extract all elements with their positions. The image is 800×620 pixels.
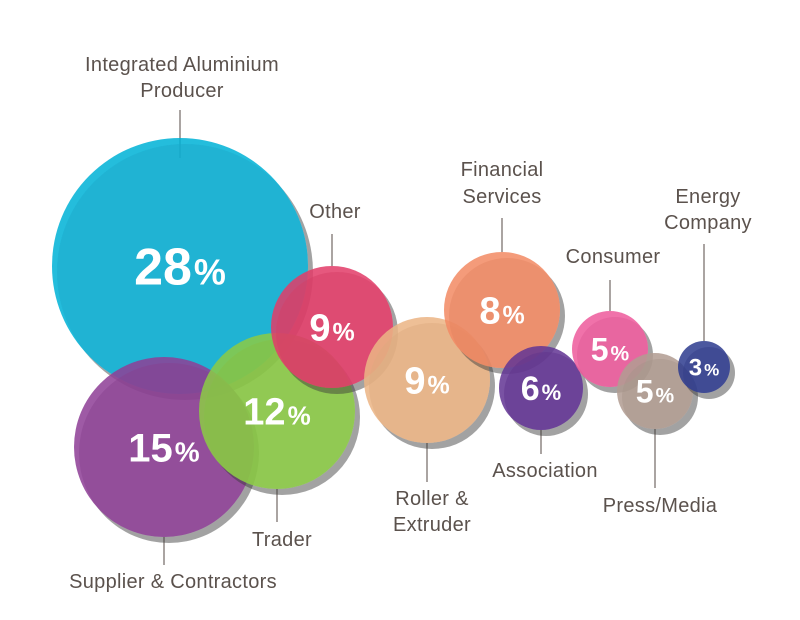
category-label-roller-and-extruder-line-2: Extruder bbox=[393, 514, 471, 536]
bubble-energy-company bbox=[678, 341, 730, 393]
category-label-energy-company-line-2: Company bbox=[664, 212, 752, 234]
bubble-press-media bbox=[617, 353, 693, 429]
bubble-other bbox=[271, 266, 393, 388]
category-label-supplier-and-contractors: Supplier & Contractors bbox=[69, 571, 277, 593]
value-label-other: 9% bbox=[309, 308, 354, 350]
value-label-roller-and-extruder: 9% bbox=[404, 361, 449, 403]
leader-lines bbox=[163, 110, 705, 565]
value-label-consumer: 5% bbox=[591, 332, 630, 368]
value-label-integrated-aluminium-producer: 28% bbox=[134, 239, 226, 297]
bubble-financial-services bbox=[444, 252, 560, 368]
category-label-integrated-aluminium-producer-line-2: Producer bbox=[140, 80, 224, 102]
value-label-trader: 12% bbox=[243, 392, 310, 434]
value-label-association: 6% bbox=[521, 370, 561, 408]
value-label-supplier-and-contractors: 15% bbox=[128, 426, 200, 470]
value-label-financial-services: 8% bbox=[479, 291, 524, 333]
category-label-other: Other bbox=[309, 201, 361, 223]
category-label-association: Association bbox=[492, 460, 598, 482]
value-label-press-media: 5% bbox=[636, 374, 675, 410]
category-label-press-media: Press/Media bbox=[603, 495, 718, 517]
category-label-trader: Trader bbox=[252, 529, 312, 551]
bubbles bbox=[52, 138, 730, 537]
value-label-energy-company: 3% bbox=[689, 355, 719, 382]
bubble-integrated-aluminium-producer bbox=[52, 138, 308, 394]
category-labels: Integrated Aluminium Producer Supplier & C… bbox=[69, 54, 752, 593]
bubble-association bbox=[499, 346, 583, 430]
category-label-energy-company-line-1: Energy bbox=[675, 186, 740, 208]
bubble-roller-and-extruder bbox=[364, 317, 490, 443]
category-label-financial-services-line-2: Services bbox=[462, 186, 541, 208]
category-label-financial-services-line-1: Financial bbox=[461, 159, 544, 181]
category-label-consumer: Consumer bbox=[566, 246, 661, 268]
percent-labels: 28% 15% 12% 9% 9% 8% 6% 5%5% 3% bbox=[128, 239, 719, 471]
category-label-integrated-aluminium-producer-line-1: Integrated Aluminium bbox=[85, 54, 279, 76]
category-label-roller-and-extruder-line-1: Roller & bbox=[395, 488, 469, 510]
